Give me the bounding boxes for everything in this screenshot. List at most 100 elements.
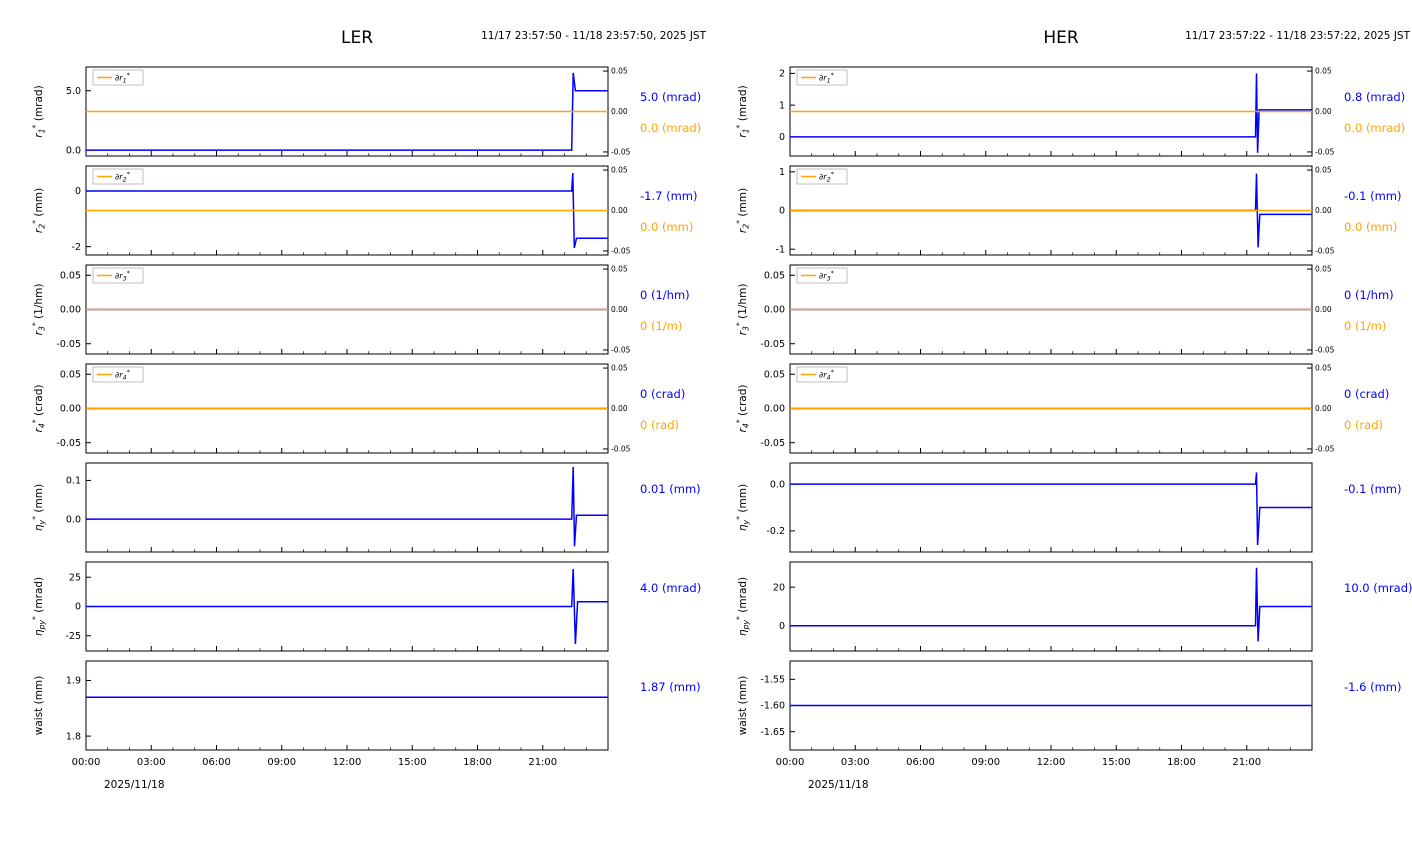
subplot-r3: 0.05 0.00 -0.05 0.05 0.00 -0.05 ∂r3* r3* (1/hm)… — [8, 262, 706, 357]
panel-title: HER — [1043, 28, 1079, 48]
svg-text:0.00: 0.00 — [1315, 206, 1332, 215]
svg-text:-0.2: -0.2 — [766, 526, 785, 537]
svg-text:0.00: 0.00 — [1315, 305, 1332, 314]
subplot-etapy: 25 0 -25 ηpy* (mrad) 4.0 (mrad) — [8, 559, 706, 654]
subplot-r4: 0.05 0.00 -0.05 0.05 0.00 -0.05 ∂r4* r4* (crad)… — [8, 361, 706, 456]
x-tick-label: 06:00 — [202, 757, 231, 768]
svg-text:0: 0 — [75, 602, 81, 613]
svg-text:1.9: 1.9 — [66, 676, 81, 687]
svg-text:-1.60: -1.60 — [760, 701, 785, 712]
legend-label: ∂r4* — [819, 369, 834, 382]
svg-text:-0.05: -0.05 — [760, 339, 785, 350]
svg-text:0.00: 0.00 — [60, 305, 81, 316]
subplots: 2 1 0 0.05 0.00 -0.05 ∂r1* r1* (mrad) 0.8 (mrad)… — [712, 64, 1412, 753]
svg-text:0.0: 0.0 — [770, 479, 785, 490]
chart-canvas-etapy: 25 0 -25 ηpy* (mrad) — [31, 561, 609, 652]
x-tick-label: 12:00 — [1036, 757, 1066, 768]
svg-text:0.00: 0.00 — [1315, 404, 1332, 413]
svg-text:0.05: 0.05 — [60, 369, 81, 380]
chart-canvas-r4: 0.05 0.00 -0.05 0.05 0.00 -0.05 ∂r4* r4* (crad) — [31, 363, 631, 454]
legend-label: ∂r1* — [115, 72, 130, 85]
svg-text:0.05: 0.05 — [611, 166, 628, 175]
panel-header: HER 11/17 23:57:22 - 11/18 23:57:22, 202… — [712, 26, 1410, 64]
y-axis-label: r4* (crad) — [735, 385, 750, 433]
svg-text:0.05: 0.05 — [60, 270, 81, 281]
value-label: 0 (crad) — [1344, 387, 1390, 401]
svg-text:0.00: 0.00 — [611, 107, 628, 116]
y-axis-label: ηy* (mm) — [31, 484, 46, 531]
svg-text:0.05: 0.05 — [611, 67, 628, 76]
x-tick-label: 09:00 — [971, 757, 1001, 768]
date-label: 2025/11/18 — [808, 779, 869, 791]
subplot-r2: 0 -2 0.05 0.00 -0.05 ∂r2* r2* (mm) -1.7 (mm) 0.0… — [8, 163, 706, 258]
svg-text:-2: -2 — [72, 242, 81, 253]
value-label: 0 (1/hm) — [1344, 288, 1394, 302]
subplot-r2: 1 0 -1 0.05 0.00 -0.05 ∂r2* r2* (mm) -0.1 (mm) 0.… — [712, 163, 1410, 258]
subplot-waist: -1.55 -1.60 -1.65 waist (mm) -1.6 (mm) — [712, 658, 1410, 753]
date-label: 2025/11/18 — [104, 779, 165, 791]
svg-text:0.05: 0.05 — [1315, 265, 1332, 274]
subplot-r1: 5.0 0.0 0.05 0.00 -0.05 ∂r1* r1* (mrad) 5.0 (mr… — [8, 64, 706, 159]
value-label: -0.1 (mm) — [1344, 482, 1402, 496]
value-label: 0 (crad) — [640, 387, 686, 401]
subplot-r4: 0.05 0.00 -0.05 0.05 0.00 -0.05 ∂r4* r4* (crad)… — [712, 361, 1410, 456]
y-axis-label: ηy* (mm) — [735, 484, 750, 531]
chart-canvas-r3: 0.05 0.00 -0.05 0.05 0.00 -0.05 ∂r3* r3* (1/hm) — [735, 264, 1335, 355]
legend-label: ∂r3* — [115, 270, 130, 283]
x-tick-label: 00:00 — [775, 757, 805, 768]
time-range-label: 11/17 23:57:22 - 11/18 23:57:22, 2025 JS… — [1185, 30, 1410, 42]
svg-text:-25: -25 — [65, 631, 81, 642]
svg-text:0.0: 0.0 — [66, 514, 81, 525]
x-tick-label: 00:00 — [71, 757, 101, 768]
x-tick-label: 18:00 — [1167, 757, 1196, 768]
x-tick-label: 03:00 — [136, 757, 166, 768]
y-axis-label: waist (mm) — [737, 676, 749, 736]
legend-label: ∂r3* — [819, 270, 834, 283]
chart-canvas-etapy: 20 0 ηpy* (mrad) — [735, 561, 1313, 652]
panel-title: LER — [340, 28, 374, 48]
value-label: 0 (1/m) — [1344, 319, 1387, 333]
subplot-etay: 0.1 0.0 ηy* (mm) 0.01 (mm) — [8, 460, 706, 555]
svg-text:0: 0 — [779, 132, 785, 143]
svg-text:0.0: 0.0 — [66, 145, 81, 156]
svg-text:0.00: 0.00 — [611, 206, 628, 215]
value-label: 1.87 (mm) — [640, 680, 701, 694]
svg-text:0.00: 0.00 — [764, 404, 785, 415]
value-label: 4.0 (mrad) — [640, 581, 702, 595]
svg-text:-0.05: -0.05 — [611, 148, 631, 157]
y-axis-label: r4* (crad) — [31, 385, 46, 433]
value-label: 0.0 (mm) — [640, 220, 694, 234]
chart-canvas-r1: 2 1 0 0.05 0.00 -0.05 ∂r1* r1* (mrad) — [735, 66, 1335, 157]
subplot-waist: 1.9 1.8 waist (mm) 1.87 (mm) — [8, 658, 706, 753]
svg-text:0.00: 0.00 — [1315, 107, 1332, 116]
svg-text:0.00: 0.00 — [60, 404, 81, 415]
x-tick-label: 21:00 — [528, 757, 558, 768]
y-axis-label: ηpy* (mrad) — [735, 577, 750, 636]
y-axis-label: r1* (mrad) — [735, 85, 750, 137]
svg-text:0.05: 0.05 — [764, 369, 785, 380]
value-label: -0.1 (mm) — [1344, 189, 1402, 203]
svg-text:-0.05: -0.05 — [1315, 247, 1335, 256]
svg-text:-0.05: -0.05 — [1315, 148, 1335, 157]
subplot-etapy: 20 0 ηpy* (mrad) 10.0 (mrad) — [712, 559, 1412, 654]
chart-canvas-r2: 1 0 -1 0.05 0.00 -0.05 ∂r2* r2* (mm) — [735, 165, 1335, 256]
svg-text:-0.05: -0.05 — [760, 438, 785, 449]
svg-text:-0.05: -0.05 — [56, 438, 81, 449]
value-label: 0.0 (mm) — [1344, 220, 1398, 234]
value-label: 0 (rad) — [1344, 418, 1384, 432]
value-label: -1.6 (mm) — [1344, 680, 1402, 694]
svg-text:1: 1 — [779, 167, 785, 178]
value-label: 0 (rad) — [640, 418, 680, 432]
chart-canvas-etay: 0.1 0.0 ηy* (mm) — [31, 462, 609, 553]
value-label: 0.0 (mrad) — [640, 121, 702, 135]
svg-text:0.05: 0.05 — [611, 364, 628, 373]
panel-header: LER 11/17 23:57:50 - 11/18 23:57:50, 202… — [8, 26, 706, 64]
svg-text:0: 0 — [779, 621, 785, 632]
value-label: 0 (1/hm) — [640, 288, 690, 302]
subplot-etay: 0.0 -0.2 ηy* (mm) -0.1 (mm) — [712, 460, 1410, 555]
value-label: -1.7 (mm) — [640, 189, 698, 203]
chart-canvas-waist: -1.55 -1.60 -1.65 waist (mm) — [737, 660, 1313, 751]
chart-canvas-r4: 0.05 0.00 -0.05 0.05 0.00 -0.05 ∂r4* r4* (crad) — [735, 363, 1335, 454]
svg-text:5.0: 5.0 — [66, 86, 81, 97]
svg-text:1: 1 — [779, 100, 785, 111]
